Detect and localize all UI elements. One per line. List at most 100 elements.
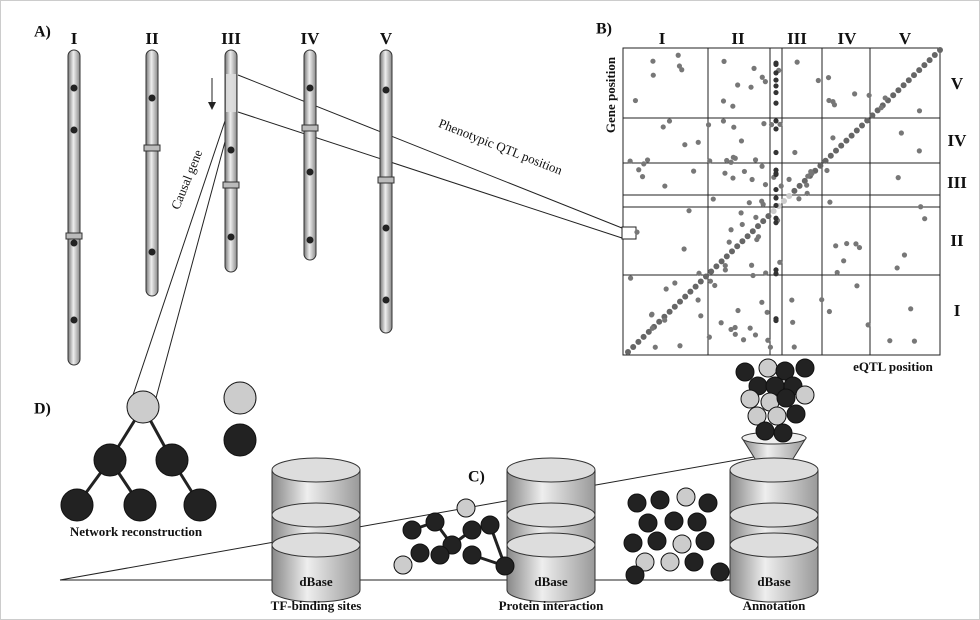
scatter-dot	[917, 148, 922, 153]
scatter-dot	[808, 169, 813, 174]
scatter-dot	[733, 332, 738, 337]
connector	[238, 75, 622, 228]
scatter-dot	[696, 271, 701, 276]
panel-label: A)	[34, 24, 51, 41]
database-top	[507, 533, 595, 557]
column-label: V	[899, 29, 912, 48]
diagonal-dot	[677, 299, 683, 305]
scatter-dot	[763, 182, 768, 187]
scatter-dot	[731, 125, 736, 130]
marker	[307, 237, 314, 244]
diagonal-dot	[927, 57, 933, 63]
scatter-dot	[741, 337, 746, 342]
scatter-dot	[750, 273, 755, 278]
dark-node	[736, 363, 754, 381]
scatter-dot	[681, 246, 686, 251]
light-node	[768, 407, 786, 425]
diagonal-dot	[724, 253, 730, 259]
diagonal-dot	[906, 77, 912, 83]
diagonal-dot	[750, 228, 756, 234]
scatter-dot	[759, 164, 764, 169]
scatter-dot	[676, 53, 681, 58]
dark-node	[787, 405, 805, 423]
light-node	[661, 553, 679, 571]
row-label: V	[951, 74, 964, 93]
scatter-dot	[852, 91, 857, 96]
scatter-dot	[765, 310, 770, 315]
database-top	[730, 533, 818, 557]
panel-label: B)	[596, 21, 612, 38]
scatter-dot	[773, 216, 778, 221]
database-caption: Annotation	[743, 598, 807, 613]
diagonal-dot	[667, 309, 673, 315]
dark-node	[685, 553, 703, 571]
scatter-dot	[804, 183, 809, 188]
x-axis-label: eQTL position	[853, 359, 934, 374]
scatter-dot	[899, 130, 904, 135]
scatter-dot	[751, 66, 756, 71]
scatter-dot	[712, 283, 717, 288]
scatter-dot	[854, 283, 859, 288]
scatter-dot	[773, 118, 778, 123]
dark-node	[696, 532, 714, 550]
scatter-dot	[883, 95, 888, 100]
scatter-dot	[830, 135, 835, 140]
scatter-dot	[730, 175, 735, 180]
dark-node	[94, 444, 126, 476]
diagonal-dot	[797, 183, 803, 189]
chromosome-label: II	[145, 29, 159, 48]
scatter-dot	[773, 220, 778, 225]
diagonal-dot	[745, 233, 751, 239]
diagonal-dot	[911, 72, 917, 78]
scatter-dot	[691, 168, 696, 173]
figure: A) I II III IV V Phenotypic QTL position…	[0, 0, 980, 620]
dark-node	[626, 566, 644, 584]
scatter-dot	[908, 306, 913, 311]
scatter-dot	[763, 79, 768, 84]
marker	[71, 240, 78, 247]
scatter-dot	[887, 338, 892, 343]
diagonal-dot	[625, 349, 631, 355]
scatter-dot	[773, 318, 778, 323]
diagonal-dot	[895, 87, 901, 93]
scatter-dot	[640, 174, 645, 179]
scatter-dot	[649, 312, 654, 317]
scatter-dot	[707, 158, 712, 163]
scatter-dot	[879, 105, 884, 110]
dark-node	[156, 444, 188, 476]
diagonal-dot	[698, 279, 704, 285]
arrowhead	[208, 102, 216, 110]
light-node	[224, 382, 256, 414]
panel-label: C)	[468, 469, 485, 486]
scatter-dot	[763, 270, 768, 275]
row-label: IV	[948, 131, 968, 150]
scatter-dot	[789, 297, 794, 302]
column-label: IV	[838, 29, 858, 48]
scatter-dot	[735, 82, 740, 87]
chromosome	[304, 50, 316, 260]
scatter-dot	[824, 168, 829, 173]
scatter-dot	[735, 308, 740, 313]
scatter-dot	[773, 267, 778, 272]
marker	[383, 297, 390, 304]
scatter-dot	[773, 203, 778, 208]
network-caption: Network reconstruction	[70, 524, 203, 539]
scatter-dot	[707, 335, 712, 340]
scatter-dot	[682, 142, 687, 147]
diagonal-dot	[641, 334, 647, 340]
scatter-dot	[748, 85, 753, 90]
marker	[307, 169, 314, 176]
scatter-dot	[750, 177, 755, 182]
dark-node	[688, 513, 706, 531]
scatter-dot	[912, 339, 917, 344]
scatter-dot	[721, 59, 726, 64]
diagonal-dot	[791, 188, 797, 194]
diagonal-dot	[817, 163, 823, 169]
scatter-dot	[634, 230, 639, 235]
dark-node	[796, 359, 814, 377]
diagonal-dot	[828, 153, 834, 159]
scatter-dot	[792, 150, 797, 155]
centromere	[66, 233, 82, 239]
scatter-dot	[628, 159, 633, 164]
dark-node	[756, 422, 774, 440]
